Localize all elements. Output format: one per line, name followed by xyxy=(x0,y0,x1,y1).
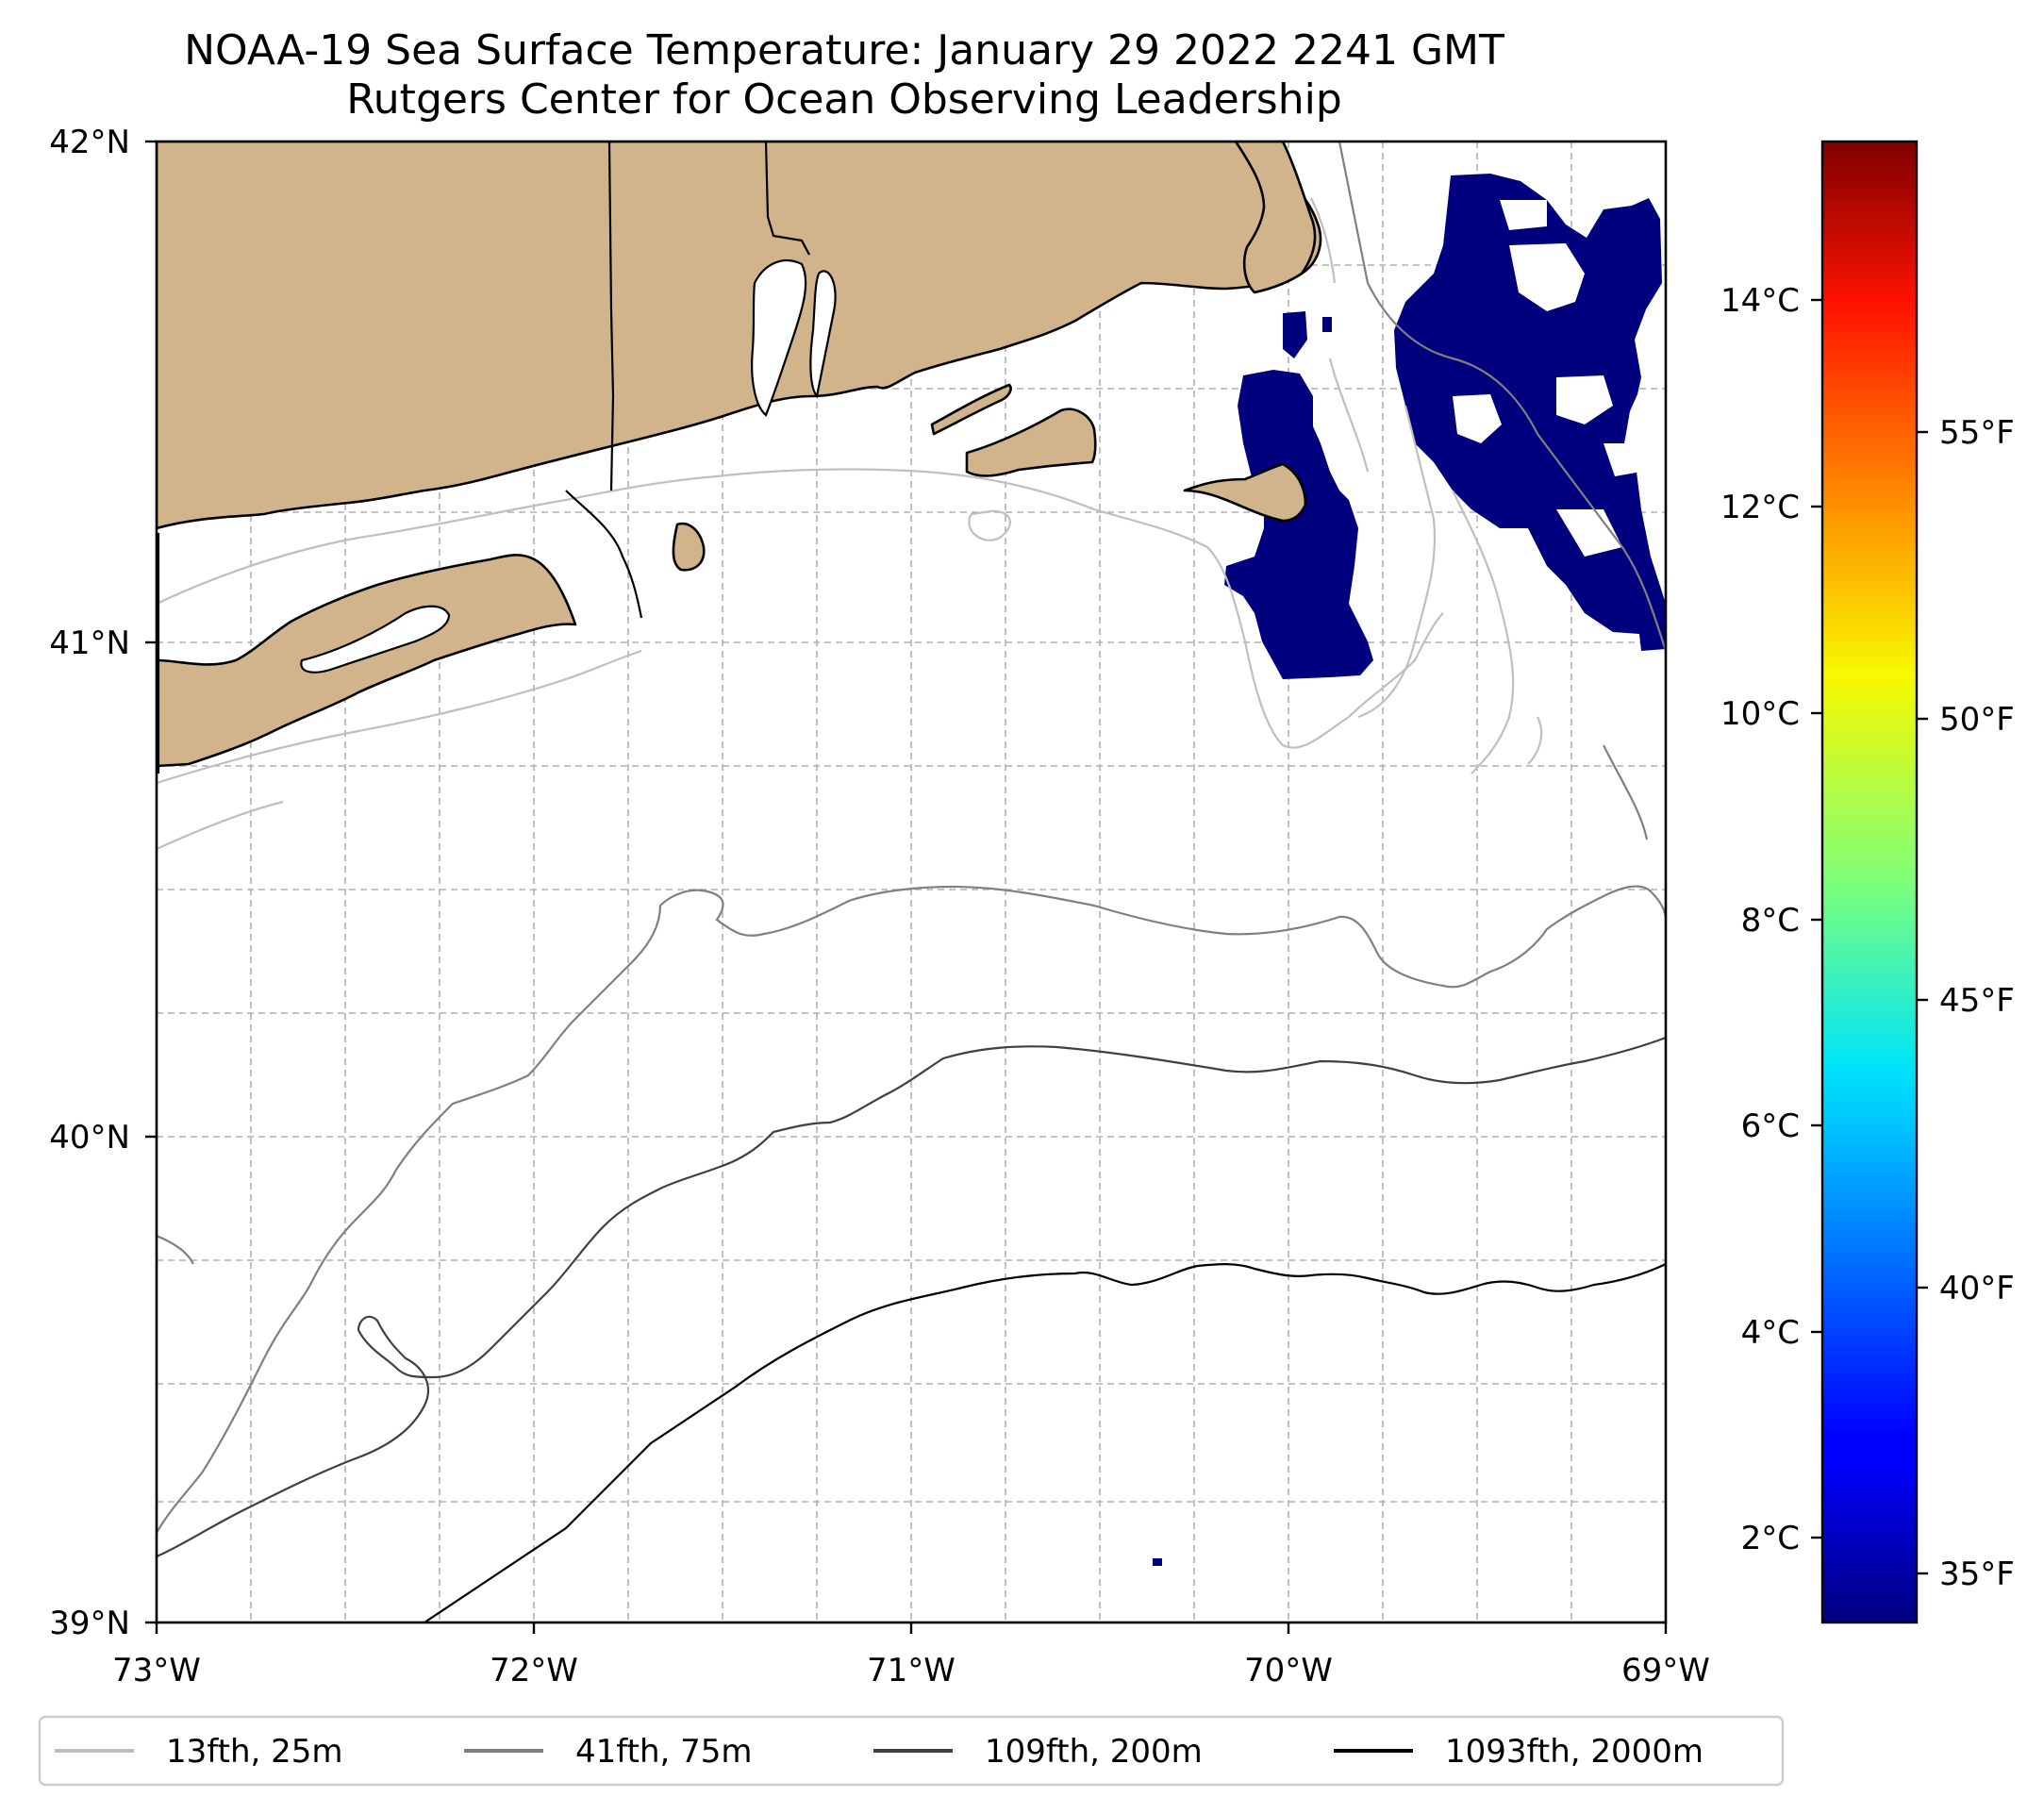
lat-label-39: 39°N xyxy=(49,1605,130,1642)
legend-label: 13fth, 25m xyxy=(166,1733,343,1771)
bathymetry-200m xyxy=(157,1036,1666,1558)
colorbar: 14°C 12°C 10°C 8°C 6°C 4°C 2°C 55°F 50°F… xyxy=(1720,140,2015,1624)
colorbar-f-tick: 55°F xyxy=(1939,414,2015,452)
land xyxy=(157,141,1322,768)
axis-ticks xyxy=(145,140,1668,1634)
lon-label-72: 72°W xyxy=(490,1652,578,1689)
colorbar-c-tick: 2°C xyxy=(1741,1520,1800,1557)
colorbar-c-tick: 6°C xyxy=(1741,1107,1800,1145)
map-panel: 42°N 41°N 40°N 39°N 73°W 72°W 71°W 70°W … xyxy=(49,124,1710,1689)
colorbar-c-tick: 4°C xyxy=(1741,1314,1800,1352)
lat-label-42: 42°N xyxy=(49,124,130,161)
legend-label: 41fth, 75m xyxy=(575,1733,753,1771)
bathymetry-75m xyxy=(157,141,1666,1534)
lon-label-73: 73°W xyxy=(112,1652,201,1689)
state-borders xyxy=(157,141,810,774)
colorbar-f-tick: 40°F xyxy=(1939,1270,2015,1307)
gridlines xyxy=(157,141,1666,1622)
colorbar-c-tick: 8°C xyxy=(1741,902,1800,940)
bathymetry-2000m xyxy=(423,1263,1666,1622)
colorbar-c-tick: 10°C xyxy=(1720,695,1800,733)
lon-label-69: 69°W xyxy=(1621,1652,1710,1689)
colorbar-f-tick: 45°F xyxy=(1939,982,2015,1020)
colorbar-c-tick: 12°C xyxy=(1720,489,1800,526)
legend: 13fth, 25m 41fth, 75m 109fth, 200m 1093f… xyxy=(38,1715,1785,1787)
colorbar-gradient xyxy=(1820,140,1919,1624)
bays xyxy=(300,259,837,674)
lat-label-40: 40°N xyxy=(49,1119,130,1156)
lon-label-71: 71°W xyxy=(867,1652,956,1689)
colorbar-f-tick: 50°F xyxy=(1939,701,2015,739)
legend-label: 109fth, 200m xyxy=(985,1733,1203,1771)
colorbar-f-tick: 35°F xyxy=(1939,1556,2015,1593)
map-subtitle: Rutgers Center for Ocean Observing Leade… xyxy=(346,75,1342,124)
colorbar-c-tick: 14°C xyxy=(1720,282,1800,320)
lat-label-41: 41°N xyxy=(49,624,130,662)
lon-label-70: 70°W xyxy=(1244,1652,1333,1689)
map-title: NOAA-19 Sea Surface Temperature: January… xyxy=(184,26,1504,75)
legend-label: 1093fth, 2000m xyxy=(1445,1733,1703,1771)
sst-cloud-gaps xyxy=(1453,200,1641,575)
